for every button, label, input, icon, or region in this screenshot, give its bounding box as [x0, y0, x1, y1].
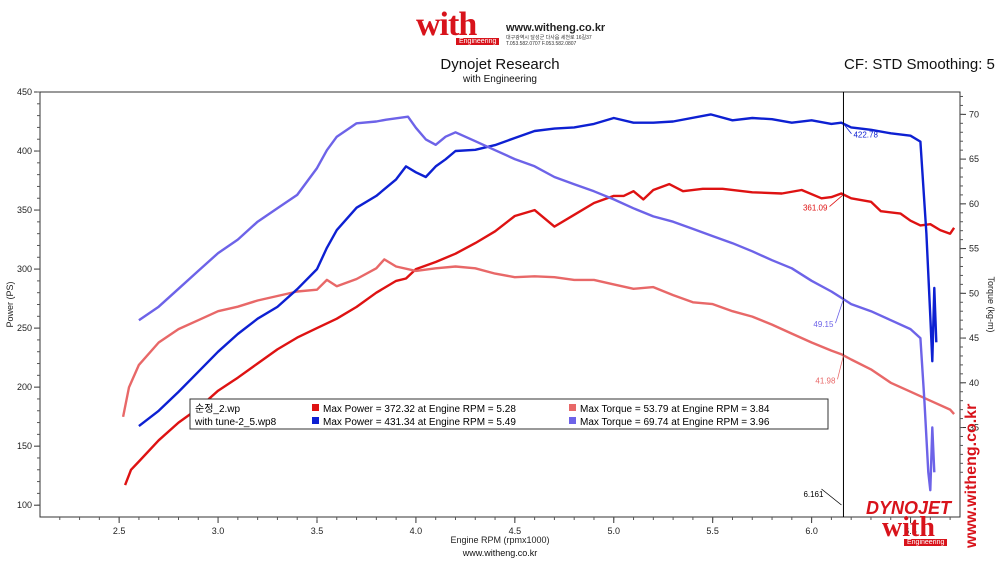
header-phone: T.053.582.0707 F.053.582.0807	[506, 41, 577, 47]
x-tick-label: 5.5	[706, 526, 719, 536]
y-tick-label: 100	[17, 500, 32, 510]
y-tick-label: 300	[17, 264, 32, 274]
callout-pointer	[829, 194, 844, 207]
chart-marks: 6.161 361.09 41.98 422.78 49.15	[121, 92, 956, 517]
x-tick-label: 4.5	[509, 526, 522, 536]
y2-tick-label: 60	[969, 199, 979, 209]
y-tick-label: 400	[17, 146, 32, 156]
legend-swatch	[312, 404, 319, 411]
callout-pointer	[843, 123, 852, 134]
x-tick-label: 3.0	[212, 526, 225, 536]
series-line-3	[138, 113, 938, 428]
callout-value-label: 49.15	[813, 320, 834, 329]
series-line-1	[123, 182, 956, 486]
callout-value-label: 41.98	[815, 376, 836, 385]
vertical-website-watermark: www.witheng.co.kr	[963, 403, 980, 548]
legend-entry: Max Torque = 69.74 at Engine RPM = 3.96	[580, 417, 770, 428]
y2-tick-label: 55	[969, 244, 979, 254]
y-tick-label: 250	[17, 323, 32, 333]
callout-pointer	[837, 355, 844, 380]
dynojet-logo: DYNOJET	[866, 498, 952, 518]
chart-legend: 순정_2.wp Max Power = 372.32 at Engine RPM …	[189, 398, 829, 430]
footer-website: www.witheng.co.kr	[462, 548, 538, 558]
legend-entry: Max Torque = 53.79 at Engine RPM = 3.84	[580, 404, 770, 415]
header-address: 대구광역시 달성군 다사읍 세천로 16길37	[506, 35, 592, 41]
with-engineering-logo: with	[416, 6, 477, 43]
series-line-2	[121, 258, 955, 418]
with-logo-bottom-sub: Engineering	[904, 539, 948, 546]
x-tick-label: 6.0	[805, 526, 818, 536]
cursor-value-label: 6.161	[803, 490, 824, 499]
legend-swatch	[569, 417, 576, 424]
y-tick-label: 350	[17, 205, 32, 215]
x-tick-label: 2.5	[113, 526, 126, 536]
legend-entry: Max Power = 372.32 at Engine RPM = 5.28	[323, 404, 516, 415]
y-tick-label: 200	[17, 382, 32, 392]
x-tick-label: 4.0	[410, 526, 423, 536]
series-line-4	[138, 115, 936, 492]
cursor-callout-pointer	[821, 488, 842, 506]
legend-swatch	[312, 417, 319, 424]
x-tick-label: 5.0	[608, 526, 621, 536]
plot-frame	[39, 91, 961, 518]
legend-file-name: with tune-2_5.wp8	[194, 417, 277, 428]
y-tick-label: 150	[17, 441, 32, 451]
y-tick-label: 450	[17, 87, 32, 97]
with-logo-bottom: with	[882, 512, 935, 543]
correction-factor-label: CF: STD Smoothing: 5	[844, 56, 995, 73]
y2-tick-label: 70	[969, 109, 979, 119]
x-axis-label: Engine RPM (rpmx1000)	[450, 535, 549, 545]
y2-tick-label: 40	[969, 378, 979, 388]
header-website: www.witheng.co.kr	[506, 22, 606, 34]
y2-tick-label: 35	[969, 423, 979, 433]
legend-swatch	[569, 404, 576, 411]
y2-axis-label: Torque (kg-m)	[986, 276, 996, 332]
callout-value-label: 361.09	[803, 204, 828, 213]
y-axis-label: Power (PS)	[5, 281, 15, 327]
legend-entry: Max Power = 431.34 at Engine RPM = 5.49	[323, 417, 516, 428]
legend-box	[189, 398, 829, 430]
y2-tick-label: 45	[969, 333, 979, 343]
x-tick-label: 3.5	[311, 526, 324, 536]
chart-title: Dynojet Research	[440, 56, 560, 73]
y2-tick-label: 65	[969, 154, 979, 164]
legend-file-name: 순정_2.wp	[195, 403, 241, 415]
callout-value-label: 422.78	[853, 131, 878, 140]
x-tick-label: 6.5	[904, 526, 917, 536]
logo-subtext: Engineering	[456, 38, 500, 45]
y2-tick-label: 50	[969, 288, 979, 298]
callout-pointer	[835, 299, 844, 324]
chart-axes: 2.5 3.0 3.5 4.0 4.5 5.0 5.5 6.0 6.5 100 150 200 250 3…	[5, 87, 996, 545]
chart-subtitle: with Engineering	[463, 74, 537, 85]
